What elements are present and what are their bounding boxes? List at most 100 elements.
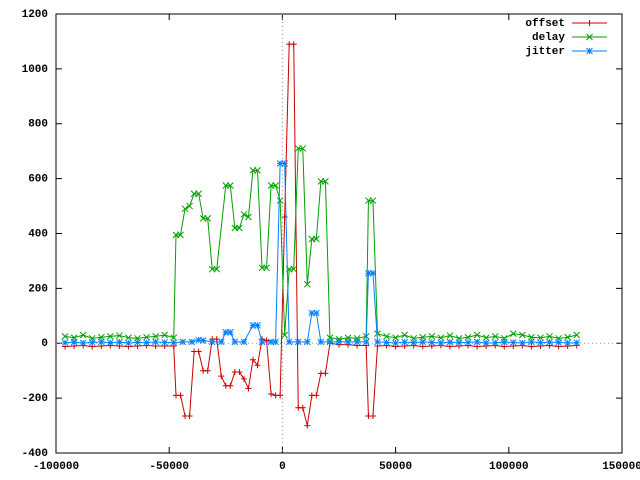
data-point [61,333,69,340]
data-point [186,202,193,210]
data-point [249,356,256,363]
data-point [446,332,454,339]
data-point [181,205,189,213]
series-line [65,43,577,426]
data-point [79,331,87,339]
data-point [546,333,553,340]
x-tick-label: 50000 [379,461,412,473]
data-point [308,309,316,317]
y-tick-label: 400 [28,228,48,240]
data-point [573,331,581,339]
data-point [125,339,132,347]
data-point [152,333,159,340]
data-point [564,339,572,347]
data-point [106,333,114,340]
data-point [116,338,123,346]
data-point [362,338,370,346]
data-point [281,331,289,339]
data-point [428,339,436,346]
data-point [482,334,490,342]
data-point [281,160,289,167]
data-point [303,338,311,346]
y-tick-label: 1200 [22,9,48,21]
data-point [537,334,544,342]
data-point [240,375,247,382]
data-point [383,333,390,340]
data-point [199,337,207,344]
y-tick-label: 200 [28,283,48,295]
data-point [374,330,381,338]
data-point [106,339,114,347]
data-point [218,373,225,380]
series-line [64,147,577,340]
data-point [188,338,196,346]
data-point [326,338,334,346]
data-point [437,334,445,342]
data-point [249,322,257,329]
plot-frame [55,13,623,454]
data-point [564,333,572,341]
data-point [464,339,472,346]
data-point [290,41,297,48]
data-point [519,339,526,347]
data-point [299,404,306,411]
data-point [88,339,96,346]
data-point [161,331,169,339]
data-point [473,338,481,346]
data-point [236,224,243,232]
data-point [276,160,284,167]
data-point [464,333,472,341]
data-point [428,333,436,340]
legend-label: delay [532,32,565,44]
data-point [555,339,562,346]
legend-marker [586,47,593,55]
data-point [369,197,377,204]
data-point [482,339,490,347]
data-point [97,338,105,346]
data-point [217,338,225,346]
data-point [263,337,270,344]
legend-label: offset [525,18,565,30]
data-point [369,412,376,419]
data-point [177,392,184,399]
data-point [116,332,123,339]
data-point [254,167,261,174]
data-point [335,338,343,346]
data-point [231,338,239,346]
y-tick-label: 1000 [22,64,48,76]
data-point [240,338,248,346]
data-point [204,367,211,374]
data-point [537,339,544,347]
data-point [313,235,320,243]
data-point [519,331,526,339]
data-point [303,280,311,288]
legend-label: jitter [525,46,565,58]
data-point [410,339,418,347]
legend-marker [586,20,593,26]
data-point [143,333,150,341]
data-point [240,210,248,218]
data-point [258,338,266,346]
y-tick-label: -400 [22,448,48,460]
data-point [245,213,252,221]
data-point [322,370,329,377]
data-point [369,269,377,277]
data-point [226,182,234,189]
series-line [65,163,577,344]
data-point [276,197,284,204]
data-point [161,339,169,346]
data-point [573,339,581,347]
y-tick-label: -200 [22,393,48,405]
data-point [152,338,159,346]
data-point [313,309,320,317]
data-point [419,338,427,346]
data-point [285,338,293,346]
data-point [226,328,234,336]
data-point [70,338,78,346]
data-point [79,339,87,347]
data-point [213,265,221,273]
data-point [473,331,481,339]
data-point [134,339,141,346]
data-point [344,338,352,346]
data-point [446,338,454,346]
